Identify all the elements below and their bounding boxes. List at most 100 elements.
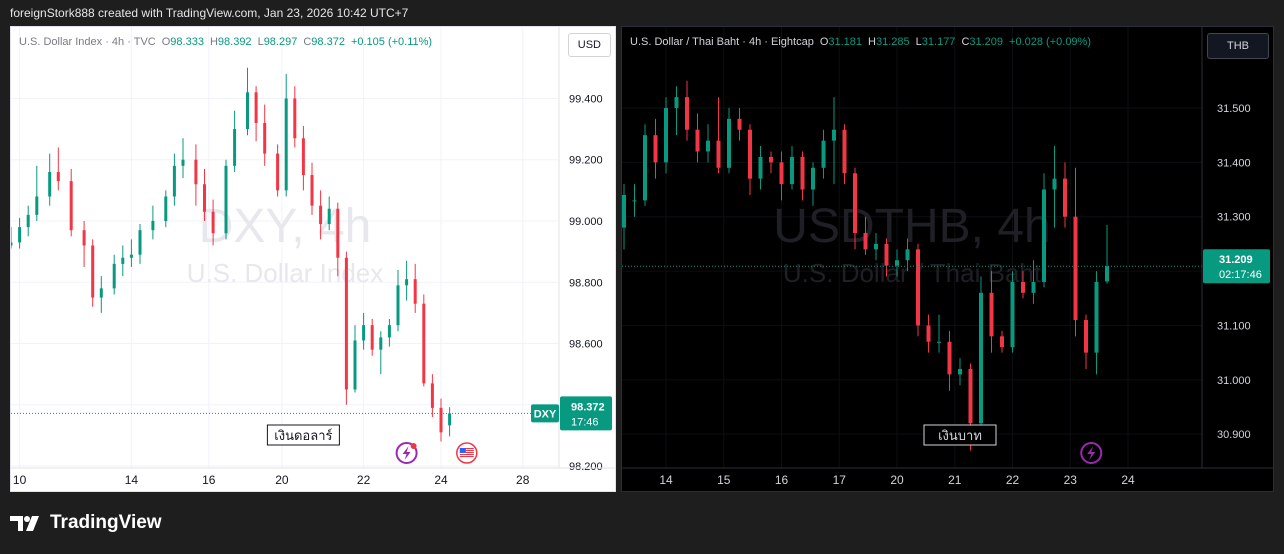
y-tick-label: 30.900	[1217, 429, 1251, 441]
candle-body	[11, 242, 13, 246]
x-tick-label: 23	[1064, 473, 1078, 487]
candle-body	[69, 181, 73, 231]
candle-body	[203, 184, 206, 212]
candle-body	[905, 249, 910, 261]
candle-body	[413, 279, 417, 304]
price-label-countdown: 17:46	[571, 416, 599, 428]
candle-body	[874, 243, 878, 250]
candle-body	[937, 341, 941, 343]
candle-body	[430, 383, 434, 408]
candle-body	[82, 230, 86, 246]
y-tick-label: 98.800	[569, 277, 603, 289]
price-label-value: 98.372	[571, 401, 605, 413]
candle-body	[327, 208, 331, 225]
usdthb-chart-canvas[interactable]: USDTHB, 4h U.S. Dollar / Thai Baht 31.500 3…	[622, 27, 1274, 492]
dxy-open-value: 98.333	[170, 36, 204, 48]
candle-body	[863, 233, 868, 250]
lightning-event-icon[interactable]	[1080, 442, 1103, 464]
y-tick-label: 31.000	[1217, 375, 1251, 387]
candle-body	[310, 175, 314, 206]
dxy-chart-panel[interactable]: DXY, 4h U.S. Dollar Index 99.400 99.200 99.0…	[10, 26, 616, 492]
lightning-event-icon[interactable]	[395, 442, 418, 464]
us-flag-event-icon[interactable]	[456, 442, 478, 464]
notification-dot	[410, 443, 417, 449]
dxy-currency-button[interactable]: USD	[567, 33, 611, 57]
candle-body	[224, 165, 228, 234]
usdthb-chart-panel[interactable]: USDTHB, 4h U.S. Dollar / Thai Baht 31.500 3…	[621, 26, 1274, 492]
x-tick-label: 28	[516, 473, 530, 487]
watermark-description: U.S. Dollar / Thai Baht	[783, 258, 1042, 288]
candle-body	[263, 122, 267, 154]
price-label-box	[1203, 249, 1270, 284]
annotation-label: เงินบาท	[923, 424, 997, 446]
candle-body	[387, 325, 391, 338]
candle-body	[396, 285, 400, 326]
candle-body	[632, 200, 637, 202]
dxy-symbol-name: U.S. Dollar Index · 4h · TVC	[19, 36, 156, 48]
candle-body	[284, 98, 288, 191]
candle-body	[947, 341, 952, 375]
usdthb-legend: U.S. Dollar / Thai Baht · 4h · Eightcap O…	[630, 36, 1091, 48]
candle-body	[737, 118, 742, 130]
x-tick-label: 22	[357, 473, 371, 487]
high-label: H	[868, 36, 876, 48]
candle-body	[48, 171, 52, 197]
x-tick-label: 17	[833, 473, 847, 487]
candle-body	[91, 245, 95, 298]
tradingview-logo[interactable]: TradingView	[10, 512, 162, 534]
flag-canton	[459, 448, 466, 453]
usdthb-close-value: 31.209	[969, 36, 1004, 48]
x-tick-label: 20	[275, 473, 289, 487]
dxy-chart-canvas[interactable]: DXY, 4hU.S. Dollar Index99.40099.20099.0…	[11, 27, 616, 492]
candle-body	[138, 230, 142, 255]
candle-body	[254, 92, 258, 123]
candle-body	[293, 98, 297, 139]
y-tick-label: 31.300	[1217, 212, 1251, 224]
usdthb-open-value: 31.181	[828, 36, 863, 48]
candle-body	[448, 413, 452, 426]
x-tick-label: 14	[659, 473, 673, 487]
candle-body	[916, 249, 920, 326]
candle-body	[769, 156, 773, 163]
lightning-bolt	[402, 446, 411, 460]
candle-body	[622, 194, 626, 228]
y-tick-label: 99.000	[569, 216, 603, 228]
candle-body	[643, 135, 647, 201]
candle-body	[811, 167, 815, 190]
y-tick-label: 31.500	[1217, 103, 1251, 115]
candle-body	[276, 153, 280, 191]
candle-body	[246, 92, 249, 130]
usdthb-currency-button[interactable]: THB	[1207, 33, 1269, 59]
candle-body	[26, 214, 30, 228]
usdthb-low-value: 31.177	[921, 36, 956, 48]
annotation-box	[266, 424, 340, 446]
x-tick-label: 14	[125, 473, 139, 487]
usdthb-symbol-name: U.S. Dollar / Thai Baht · 4h · Eightcap	[630, 36, 814, 48]
annotation-text: เงินบาท	[938, 429, 982, 444]
y-tick-label: 98.600	[569, 339, 603, 351]
candle-body	[884, 243, 889, 266]
candle-body	[832, 129, 836, 141]
close-label: C	[961, 36, 970, 48]
candle-body	[194, 159, 198, 185]
candle-body	[439, 407, 443, 433]
candle-body	[233, 129, 237, 166]
candle-body	[895, 260, 899, 266]
candle-body	[664, 107, 668, 163]
annotation-label: เงินดอลาร์	[266, 424, 340, 446]
candle-body	[1000, 336, 1004, 348]
candle-body	[151, 220, 155, 231]
watermark-description: U.S. Dollar Index	[187, 258, 384, 288]
x-tick-label: 24	[434, 473, 448, 487]
candle-body	[1031, 281, 1036, 293]
candle-body	[56, 171, 60, 182]
price-label-box	[560, 396, 612, 431]
candle-body	[353, 340, 357, 390]
open-label: O	[161, 36, 171, 48]
candle-body	[695, 129, 700, 152]
flag-stripe	[459, 454, 474, 455]
candle-body	[211, 211, 215, 234]
flag-stripe	[459, 456, 474, 457]
symbol-tag: DXY	[534, 408, 557, 420]
flag-stripe	[459, 448, 474, 449]
